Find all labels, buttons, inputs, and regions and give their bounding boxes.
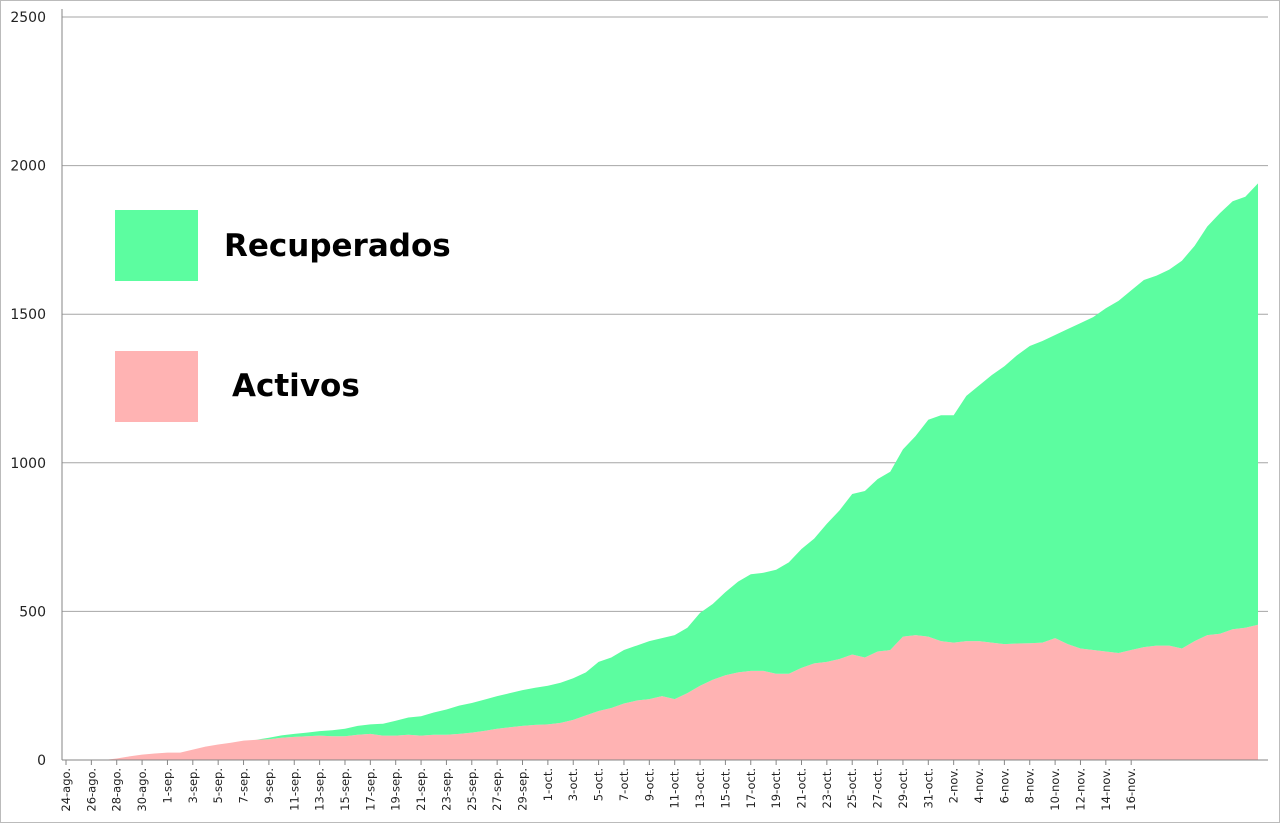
x-tick-label: 31-oct. (921, 768, 935, 809)
x-tick-label: 13-sep. (313, 768, 327, 811)
x-tick-label: 2-nov. (947, 768, 961, 803)
y-tick-label: 0 (37, 753, 46, 769)
x-tick-label: 7-sep. (237, 768, 251, 804)
x-tick-label: 11-sep. (287, 768, 301, 811)
x-tick-label: 19-sep. (389, 768, 403, 811)
area-series-group (66, 183, 1258, 760)
x-tick-label: 21-sep. (414, 768, 428, 811)
legend: Recuperados Activos (115, 210, 451, 422)
x-tick-label: 26-ago. (84, 768, 98, 812)
x-tick-label: 6-nov. (997, 768, 1011, 803)
x-tick-label: 15-sep. (338, 768, 352, 811)
x-tick-label: 29-sep. (516, 768, 530, 811)
x-tick-label: 21-oct. (794, 768, 808, 809)
x-tick-label: 14-nov. (1099, 768, 1113, 811)
x-tick-label: 9-sep. (262, 768, 276, 804)
x-tick-label: 16-nov. (1124, 768, 1138, 811)
x-tick-label: 19-oct. (769, 768, 783, 809)
x-tick-label: 23-sep. (439, 768, 453, 811)
x-tick-label: 7-oct. (617, 768, 631, 801)
x-tick-label: 24-ago. (59, 768, 73, 812)
x-tick-label: 27-sep. (490, 768, 504, 811)
legend-swatch-activos (115, 351, 198, 422)
x-tick-label: 8-nov. (1023, 768, 1037, 803)
x-tick-label: 13-oct. (693, 768, 707, 809)
x-tick-label: 5-oct. (592, 768, 606, 801)
x-tick-label: 1-oct. (541, 768, 555, 801)
x-tick-label: 5-sep. (211, 768, 225, 804)
x-tick-label: 3-oct. (566, 768, 580, 801)
x-tick-label: 15-oct. (718, 768, 732, 809)
x-tick-label: 12-nov. (1073, 768, 1087, 811)
area-recuperados (66, 183, 1258, 760)
x-tick-label: 17-oct. (744, 768, 758, 809)
legend-label-recuperados: Recuperados (224, 228, 451, 264)
y-tick-label: 1500 (10, 307, 46, 323)
x-tick-label: 11-oct. (668, 768, 682, 809)
x-tick-label: 25-oct. (845, 768, 859, 809)
x-tick-label: 23-oct. (820, 768, 834, 809)
y-tick-label: 2000 (10, 159, 46, 175)
x-tick-label: 27-oct. (871, 768, 885, 809)
axes (61, 9, 1268, 761)
x-tick-label: 30-ago. (135, 768, 149, 812)
x-tick-label: 4-nov. (972, 768, 986, 803)
x-tick-label: 17-sep. (363, 768, 377, 811)
area-activos (66, 624, 1258, 760)
x-tick-label: 25-sep. (465, 768, 479, 811)
x-tick-label: 10-nov. (1048, 768, 1062, 811)
x-tick-label: 29-oct. (896, 768, 910, 809)
y-tick-label: 1000 (10, 456, 46, 472)
y-axis-tick-labels: 0 500 1000 1500 2000 2500 (10, 10, 46, 769)
y-tick-label: 2500 (10, 10, 46, 26)
x-tick-label: 9-oct. (642, 768, 656, 801)
x-axis-tick-labels: 24-ago. 26-ago. 28-ago. 30-ago. 1-sep. 3-sep.… (59, 760, 1138, 812)
x-tick-label: 28-ago. (110, 768, 124, 812)
legend-swatch-recuperados (115, 210, 198, 281)
legend-label-activos: Activos (232, 368, 360, 404)
x-tick-label: 3-sep. (186, 768, 200, 804)
x-tick-label: 1-sep. (160, 768, 174, 804)
y-tick-label: 500 (19, 604, 46, 620)
